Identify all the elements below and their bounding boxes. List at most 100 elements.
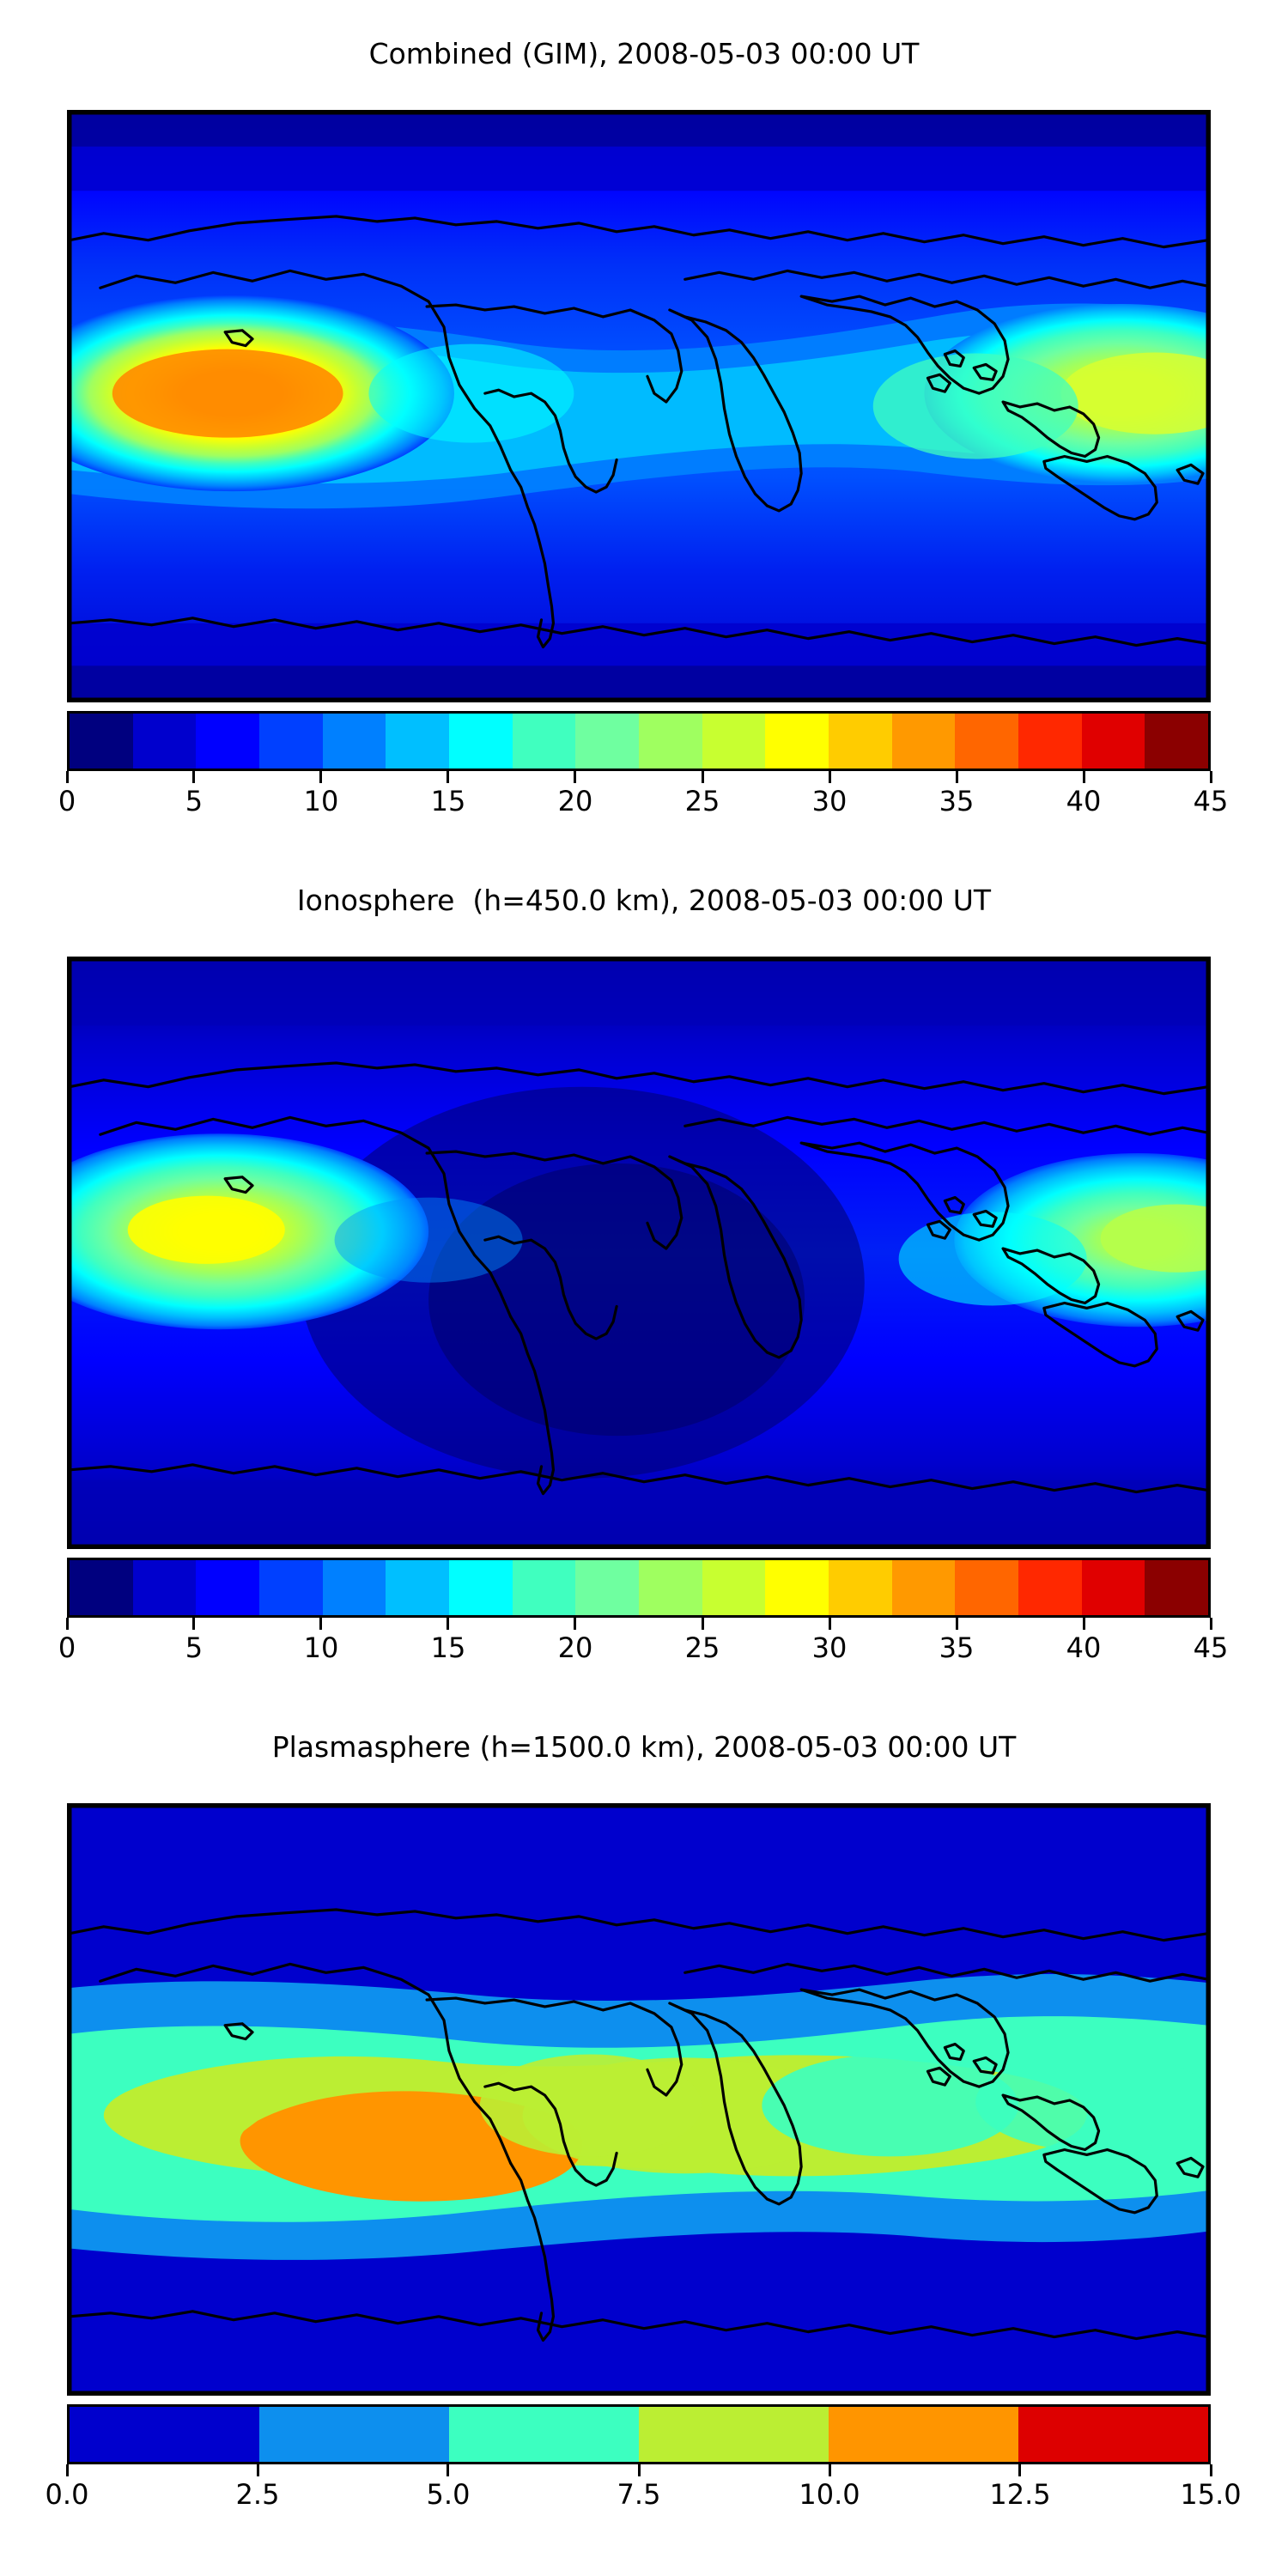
colorbar-segment-14 <box>955 1560 1019 1615</box>
colorbar-segment-11 <box>765 714 829 769</box>
colorbar-tick-label-3: 7.5 <box>617 2478 661 2511</box>
colorbar-tick-label-9: 45 <box>1193 785 1229 817</box>
colorbar-tick-0 <box>65 1618 69 1630</box>
colorbar-tick-label-4: 20 <box>557 785 593 817</box>
colorbar-tick-9 <box>1209 771 1212 783</box>
colorbar-plasmasphere: 0.0 2.5 5.0 7.5 10.0 12.5 15.0 <box>46 2404 1242 2516</box>
colorbar-tick-label-5: 25 <box>684 785 720 817</box>
colorbar-tick-label-0: 0.0 <box>45 2478 89 2511</box>
colorbar-segment-6 <box>449 714 513 769</box>
polar-cap-south <box>70 1479 1208 1546</box>
colorbar-segment-8 <box>575 714 640 769</box>
colorbar-tick-7 <box>955 1618 958 1630</box>
maximum-east-pacific-core <box>112 349 343 438</box>
colorbar-tick-label-4: 10.0 <box>799 2478 860 2511</box>
colorbar-ticks-ionosphere <box>65 1618 1212 1630</box>
colorbar-segment-5 <box>386 714 450 769</box>
map-canvas-combined <box>70 112 1208 700</box>
panel-title-plasmasphere: Plasmasphere (h=1500.0 km), 2008-05-03 0… <box>271 1730 1017 1764</box>
colorbar-segment-6 <box>449 1560 513 1615</box>
patch-central-america <box>334 1197 523 1283</box>
colorbar-segment-8 <box>575 1560 640 1615</box>
colorbar-segment-16 <box>1081 1560 1145 1615</box>
colorbar-segment-2 <box>449 2407 639 2462</box>
colorbar-tick-6 <box>828 1618 831 1630</box>
colorbar-segment-13 <box>891 714 956 769</box>
patch-caribbean <box>368 343 574 443</box>
colorbar-tick-8 <box>1082 1618 1085 1630</box>
colorbar-tick-3 <box>447 771 450 783</box>
polar-core-north <box>70 112 1208 147</box>
colorbar-tick-2 <box>319 771 323 783</box>
panel-title-ionosphere: Ionosphere (h=450.0 km), 2008-05-03 00:0… <box>296 884 992 917</box>
lobe-west-pacific <box>975 2052 1208 2152</box>
colorbar-segment-9 <box>639 714 702 769</box>
colorbar-tick-label-3: 15 <box>430 1631 466 1664</box>
colorbar-combined: 0 5 10 15 20 25 30 35 40 45 <box>58 711 1228 823</box>
colorbar-tick-label-1: 5 <box>185 1631 204 1664</box>
colorbar-tick-label-8: 40 <box>1066 1631 1102 1664</box>
colorbar-segment-14 <box>955 714 1019 769</box>
colorbar-labels-plasmasphere: 0.0 2.5 5.0 7.5 10.0 12.5 15.0 <box>46 2476 1242 2516</box>
colorbar-segment-10 <box>702 714 766 769</box>
colorbar-tick-2 <box>319 1618 323 1630</box>
colorbar-segment-1 <box>132 714 197 769</box>
colorbar-tick-label-0: 0 <box>58 785 76 817</box>
polar-cap-south <box>70 2282 1208 2393</box>
colorbar-segment-10 <box>702 1560 766 1615</box>
colorbar-segment-12 <box>829 714 892 769</box>
coastline-overlay <box>70 215 1208 649</box>
colorbar-tick-5 <box>701 771 704 783</box>
colorbar-tick-label-6: 15.0 <box>1180 2478 1242 2511</box>
colorbar-tick-4 <box>828 2464 831 2476</box>
colorbar-segment-4 <box>829 2407 1018 2462</box>
colorbar-tick-label-2: 5.0 <box>426 2478 471 2511</box>
colorbar-segment-16 <box>1081 714 1145 769</box>
polar-core-south <box>70 665 1208 700</box>
colorbar-tick-4 <box>574 1618 577 1630</box>
colorbar-segment-12 <box>829 1560 892 1615</box>
colorbar-ticks-combined <box>65 771 1212 783</box>
colorbar-tick-6 <box>1209 2464 1212 2476</box>
colorbar-tick-label-0: 0 <box>58 1631 76 1664</box>
colorbar-gradient-combined <box>67 711 1211 771</box>
patch-maritime-continent <box>872 353 1078 459</box>
maximum-east-pacific-core <box>127 1195 285 1264</box>
maximum-west-pacific-core <box>1100 1204 1208 1273</box>
colorbar-tick-0 <box>65 2464 69 2476</box>
colorbar-segment-13 <box>891 1560 956 1615</box>
colorbar-segment-1 <box>259 2407 449 2462</box>
colorbar-tick-label-1: 2.5 <box>235 2478 280 2511</box>
lobe-south-america <box>479 2054 702 2157</box>
colorbar-tick-label-5: 12.5 <box>989 2478 1051 2511</box>
colorbar-segment-11 <box>765 1560 829 1615</box>
colorbar-tick-1 <box>192 771 196 783</box>
map-axes-plasmasphere <box>67 1803 1211 2396</box>
colorbar-tick-9 <box>1209 1618 1212 1630</box>
colorbar-segment-0 <box>70 2407 259 2462</box>
lobe-indian <box>762 2054 1018 2157</box>
colorbar-segment-4 <box>322 714 386 769</box>
colorbar-tick-4 <box>574 771 577 783</box>
colorbar-segment-17 <box>1145 1560 1208 1615</box>
colorbar-segment-9 <box>639 1560 702 1615</box>
colorbar-tick-7 <box>955 771 958 783</box>
colorbar-tick-label-5: 25 <box>684 1631 720 1664</box>
colorbar-segment-5 <box>1018 2407 1208 2462</box>
colorbar-tick-label-6: 30 <box>811 1631 848 1664</box>
colorbar-segment-15 <box>1018 714 1082 769</box>
colorbar-tick-6 <box>828 771 831 783</box>
colorbar-segment-17 <box>1145 714 1208 769</box>
colorbar-segment-0 <box>70 1560 133 1615</box>
colorbar-segment-7 <box>512 1560 576 1615</box>
colorbar-tick-label-3: 15 <box>430 785 466 817</box>
colorbar-tick-label-1: 5 <box>185 785 204 817</box>
colorbar-segment-4 <box>322 1560 386 1615</box>
colorbar-segment-3 <box>259 714 323 769</box>
colorbar-tick-1 <box>256 2464 259 2476</box>
colorbar-tick-3 <box>447 1618 450 1630</box>
map-canvas-ionosphere <box>70 959 1208 1546</box>
map-canvas-plasmasphere <box>70 1806 1208 2393</box>
colorbar-tick-3 <box>637 2464 641 2476</box>
